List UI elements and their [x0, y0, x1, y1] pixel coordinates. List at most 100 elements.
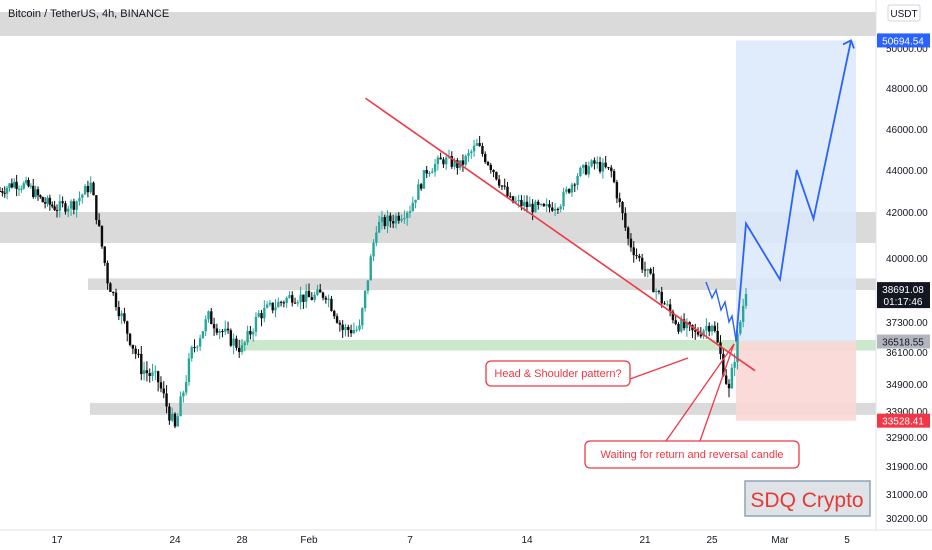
candle: [380, 210, 384, 230]
y-tick-label: 40000.00: [886, 254, 928, 265]
stop-box: [736, 341, 856, 421]
candle: [461, 154, 465, 172]
candle: [307, 283, 311, 298]
candle: [288, 291, 291, 299]
symbol-title: Bitcoin / TetherUS, 4h, BINANCE: [8, 8, 169, 20]
candle: [464, 154, 467, 168]
candle: [724, 369, 728, 385]
candle: [377, 215, 381, 234]
candle: [347, 324, 350, 337]
candle: [419, 182, 423, 191]
candle: [470, 149, 473, 159]
candle: [666, 300, 669, 307]
candle: [497, 174, 501, 189]
x-tick-label: 14: [521, 535, 533, 546]
candle: [338, 320, 342, 332]
candle: [154, 365, 157, 381]
candle: [417, 179, 420, 200]
candle: [39, 194, 42, 199]
candle: [72, 198, 76, 215]
candle: [705, 318, 708, 339]
candle: [475, 138, 479, 147]
candle: [671, 309, 675, 324]
stop-price-label: 33528.41: [882, 417, 924, 428]
y-tick-label: 32900.00: [886, 433, 928, 444]
candle: [414, 199, 417, 209]
candle: [117, 300, 121, 321]
candle: [330, 295, 333, 312]
candle: [581, 164, 585, 174]
candle: [668, 298, 672, 317]
candle: [67, 205, 70, 218]
candle: [366, 280, 370, 295]
candle: [265, 301, 269, 309]
candle: [27, 177, 30, 188]
candle: [151, 363, 154, 382]
y-tick-label: 30200.00: [886, 514, 928, 525]
candle: [55, 204, 59, 218]
candle: [604, 155, 607, 169]
target-box: [736, 40, 856, 342]
time-axis[interactable]: 17 24 28 Feb 7 14 21 25 Mar 5: [51, 535, 850, 546]
candle: [528, 196, 532, 208]
pattern-label: Head & Shoulder pattern?: [494, 368, 621, 380]
y-tick-label: 31000.00: [886, 490, 928, 501]
candle: [391, 214, 395, 229]
candle: [0, 186, 2, 192]
drawings: [365, 39, 855, 372]
candle: [291, 291, 294, 307]
x-tick-label: 17: [51, 535, 63, 546]
price-axis[interactable]: 50000.00 48000.00 46000.00 44000.00 42000.00…: [886, 44, 928, 525]
candle: [95, 195, 98, 225]
candle: [327, 294, 330, 308]
candle: [109, 282, 112, 293]
trade-setup: [736, 40, 856, 421]
candle: [48, 194, 52, 211]
candle: [64, 200, 67, 215]
currency-badge[interactable]: USDT: [887, 4, 921, 22]
zone-support_resistance: [0, 212, 876, 244]
candle: [207, 310, 210, 323]
candle: [232, 333, 235, 355]
candle: [559, 204, 562, 213]
candle: [310, 292, 314, 301]
price-zones: [0, 12, 876, 415]
candle: [319, 283, 322, 293]
candle: [344, 323, 347, 337]
candle: [137, 349, 140, 358]
candle: [349, 324, 353, 337]
projection-zigzag: [705, 281, 737, 341]
candle: [204, 315, 207, 337]
candle: [587, 161, 591, 178]
candle: [58, 194, 62, 218]
candle: [484, 151, 487, 164]
candle: [131, 344, 135, 355]
candle: [282, 300, 286, 308]
candle: [335, 313, 339, 324]
candle: [86, 180, 90, 198]
candle: [254, 312, 258, 337]
candle: [553, 202, 557, 217]
candle: [663, 301, 666, 305]
candle: [162, 381, 165, 399]
candle: [649, 267, 652, 275]
candle: [29, 183, 33, 189]
candle: [635, 248, 638, 260]
candle: [694, 323, 697, 340]
candle: [193, 339, 196, 353]
candle: [279, 300, 283, 307]
candle: [106, 260, 109, 290]
candle: [389, 212, 392, 228]
candle: [486, 160, 490, 167]
candle: [674, 314, 677, 326]
candle: [431, 168, 434, 174]
candle: [22, 181, 25, 190]
candle: [567, 188, 571, 194]
candle: [41, 196, 44, 203]
candle: [525, 195, 529, 213]
candle: [81, 193, 84, 204]
candle: [313, 291, 316, 303]
